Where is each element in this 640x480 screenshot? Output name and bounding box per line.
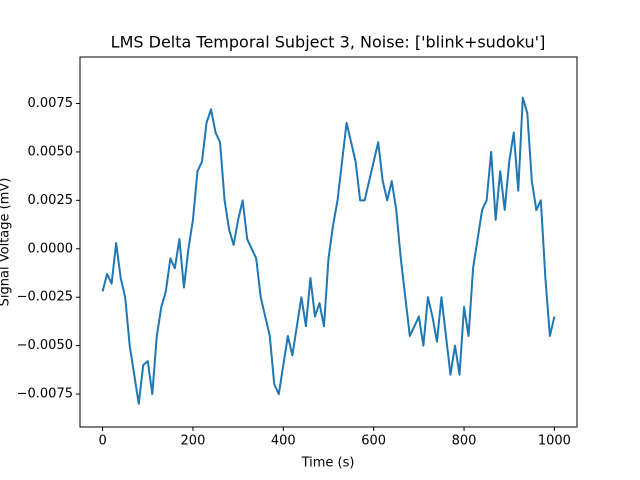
x-tick-label: 0 — [98, 434, 106, 449]
x-tick-label: 1000 — [538, 434, 571, 449]
x-axis-label: Time (s) — [301, 456, 355, 471]
y-tick-label: 0.0025 — [28, 193, 74, 208]
x-tick-label: 800 — [452, 434, 477, 449]
x-tick-label: 200 — [181, 434, 206, 449]
plot-frame — [79, 56, 578, 428]
data-line — [101, 96, 556, 405]
x-tick-label: 600 — [361, 434, 386, 449]
y-tick-label: 0.0050 — [28, 144, 74, 159]
y-tick-label: 0.0075 — [28, 96, 74, 111]
y-tick-label: 0.0000 — [28, 241, 74, 256]
y-tick-label: −0.0025 — [17, 290, 73, 305]
x-tick-label: 400 — [271, 434, 296, 449]
y-tick-label: −0.0050 — [17, 338, 73, 353]
chart-title: LMS Delta Temporal Subject 3, Noise: ['b… — [111, 33, 546, 52]
y-tick-label: −0.0075 — [17, 387, 73, 402]
y-axis-label: Signal Voltage (mV) — [0, 178, 13, 307]
